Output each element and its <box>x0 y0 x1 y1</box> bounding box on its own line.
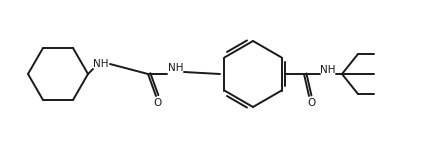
Text: NH: NH <box>168 63 184 73</box>
Text: NH: NH <box>93 59 109 69</box>
Text: O: O <box>154 98 162 108</box>
Text: O: O <box>307 98 315 108</box>
Text: NH: NH <box>320 65 336 75</box>
